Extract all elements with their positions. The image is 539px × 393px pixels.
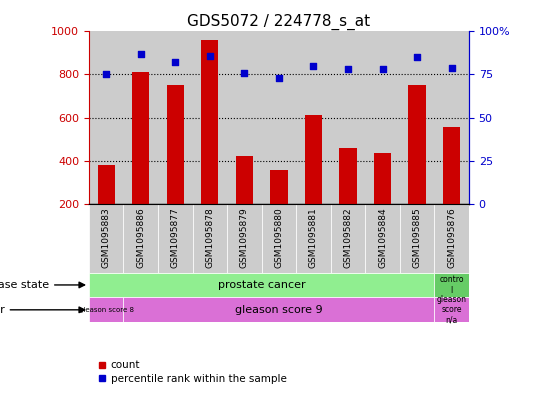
Bar [132,72,149,204]
Point [344,66,353,72]
Bar [305,116,322,204]
Bar [236,156,253,204]
Point [413,54,421,61]
Bar [192,31,227,204]
Text: disease state: disease state [0,280,85,290]
Bar [434,204,469,272]
Bar [443,127,460,204]
Text: prostate cancer: prostate cancer [218,280,306,290]
Bar [261,204,296,272]
Bar [270,170,288,204]
Bar [331,204,365,272]
Text: GSM1095884: GSM1095884 [378,207,387,268]
Bar [201,40,218,204]
Bar [123,298,434,322]
Bar [227,31,261,204]
Text: GSM1095879: GSM1095879 [240,207,249,268]
Bar [400,204,434,272]
Bar [89,204,123,272]
Text: GSM1095880: GSM1095880 [274,207,284,268]
Bar [434,298,469,322]
Bar [434,272,469,298]
Point [136,51,145,57]
Bar [89,31,123,204]
Bar [365,31,400,204]
Bar [158,31,192,204]
Text: gleason score 9: gleason score 9 [235,305,323,315]
Text: GSM1095886: GSM1095886 [136,207,145,268]
Point [447,64,456,71]
Point [171,59,179,66]
Point [275,75,284,81]
Bar [89,298,123,322]
Bar [98,165,115,204]
Title: GDS5072 / 224778_s_at: GDS5072 / 224778_s_at [188,14,370,30]
Text: GSM1095881: GSM1095881 [309,207,318,268]
Bar [434,31,469,204]
Text: gleason
score
n/a: gleason score n/a [437,295,467,325]
Bar [123,31,158,204]
Bar [192,204,227,272]
Legend: count, percentile rank within the sample: count, percentile rank within the sample [94,356,291,388]
Text: GSM1095876: GSM1095876 [447,207,456,268]
Text: GSM1095877: GSM1095877 [171,207,180,268]
Bar [296,31,331,204]
Text: GSM1095878: GSM1095878 [205,207,215,268]
Point [309,63,318,69]
Point [205,52,214,59]
Text: gleason score 8: gleason score 8 [79,307,134,313]
Bar [158,204,192,272]
Bar [374,153,391,204]
Bar [340,148,357,204]
Text: GSM1095885: GSM1095885 [413,207,421,268]
Bar [167,85,184,204]
Bar [296,204,331,272]
Text: contro
l: contro l [439,275,464,295]
Point [240,70,248,76]
Bar [123,204,158,272]
Text: GSM1095883: GSM1095883 [102,207,110,268]
Bar [365,204,400,272]
Point [102,72,110,78]
Bar [227,204,261,272]
Bar [261,31,296,204]
Bar [409,85,426,204]
Bar [400,31,434,204]
Text: other: other [0,305,85,315]
Bar [331,31,365,204]
Point [378,66,387,72]
Text: GSM1095882: GSM1095882 [343,207,353,268]
